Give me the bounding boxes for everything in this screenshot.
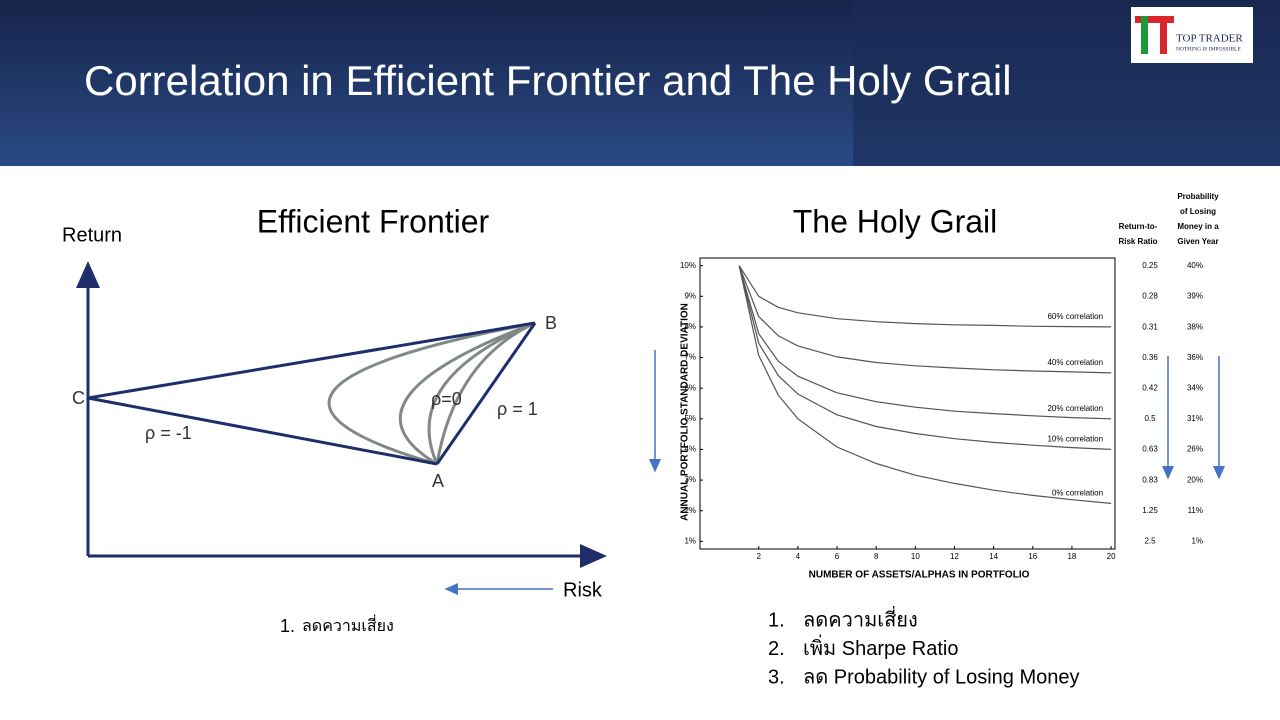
table-cell: 0.63 — [1142, 445, 1158, 454]
note-text: เพิ่ม Sharpe Ratio — [803, 634, 959, 660]
y-label: ANNUAL PORTFOLIO STANDARD DEVIATION — [680, 303, 691, 521]
plot-frame — [699, 257, 1116, 550]
table-cell: 20% — [1187, 475, 1203, 484]
frontier-curve — [327, 321, 536, 466]
y-tick-label: 9% — [684, 291, 696, 300]
series-line — [738, 265, 1112, 328]
panel-title: Efficient Frontier — [257, 203, 490, 239]
y-tick-label: 10% — [680, 261, 696, 270]
y-tick-label: 4% — [684, 445, 696, 454]
frontier-line — [435, 322, 537, 465]
table-cell: 1% — [1191, 537, 1203, 546]
x-tick-label: 2 — [756, 552, 761, 561]
series-label: 20% correlation — [1047, 404, 1103, 413]
table-cell: 0.5 — [1144, 414, 1156, 423]
note-text: ลดความเสี่ยง — [302, 614, 394, 635]
y-tick-label: 8% — [684, 322, 696, 331]
table-cell: 36% — [1187, 353, 1203, 362]
y-tick-label: 3% — [684, 475, 696, 484]
series-line — [738, 265, 1112, 420]
table-cell: 11% — [1188, 506, 1203, 515]
table-cell: 0.83 — [1142, 475, 1158, 484]
point-label: C — [72, 388, 85, 408]
y-tick-label: 2% — [684, 506, 696, 515]
x-tick-label: 14 — [989, 552, 998, 561]
table-cell: 0.28 — [1142, 292, 1158, 301]
note-num: 2. — [768, 638, 785, 660]
table-cell: 38% — [1187, 322, 1203, 331]
table-header: Given Year — [1177, 237, 1218, 246]
series-line — [738, 265, 1112, 374]
logo-name: TOP TRADER — [1176, 33, 1243, 45]
holy-grail: The Holy Grail ANNUAL PORTFOLIO STANDARD… — [649, 203, 1225, 581]
table-cell: 1.25 — [1142, 506, 1158, 515]
table-cell: 39% — [1187, 292, 1203, 301]
table-cell: 34% — [1187, 384, 1203, 393]
x-tick-label: 18 — [1067, 552, 1076, 561]
logo-mark — [1141, 16, 1148, 54]
x-tick-label: 10 — [911, 552, 920, 561]
series-line — [738, 265, 1112, 504]
rho-label: ρ = -1 — [145, 423, 192, 443]
efficient-frontier: Efficient Frontier Return C A B ρ = -1 ρ… — [62, 203, 607, 636]
frontier-curve — [427, 321, 536, 465]
x-label: NUMBER OF ASSETS/ALPHAS IN PORTFOLIO — [809, 570, 1030, 581]
table-header: Risk Ratio — [1118, 237, 1157, 246]
note-num: 1. — [280, 616, 295, 636]
table-header: Probability — [1177, 192, 1219, 201]
x-tick-label: 20 — [1107, 552, 1116, 561]
frontier-curve — [435, 321, 536, 465]
x-tick-label: 8 — [874, 552, 879, 561]
series-label: 60% correlation — [1047, 312, 1103, 321]
series-label: 40% correlation — [1047, 358, 1103, 367]
table-cell: 31% — [1187, 414, 1203, 423]
y-tick-label: 1% — [684, 536, 696, 545]
table-header: Money in a — [1177, 222, 1219, 231]
series-label: 10% correlation — [1047, 435, 1103, 444]
rho-label: ρ=0 — [431, 389, 462, 409]
y-tick-label: 7% — [684, 353, 696, 362]
y-label: Return — [62, 224, 122, 246]
table-cell: 2.5 — [1144, 537, 1156, 546]
note-text: ลดความเสี่ยง — [803, 605, 918, 631]
x-tick-label: 12 — [950, 552, 959, 561]
x-tick-label: 16 — [1028, 552, 1037, 561]
frontier-line — [87, 321, 536, 400]
x-tick-label: 4 — [796, 552, 801, 561]
logo-mark — [1160, 16, 1167, 54]
y-tick-label: 5% — [684, 414, 696, 423]
point-label: A — [432, 471, 444, 491]
series-label: 0% correlation — [1052, 488, 1103, 497]
rho-label: ρ = 1 — [497, 399, 538, 419]
y-tick-label: 6% — [684, 383, 696, 392]
frontier-line — [87, 396, 438, 466]
table-cell: 0.36 — [1142, 353, 1158, 362]
x-tick-label: 6 — [835, 552, 840, 561]
table-cell: 0.31 — [1142, 322, 1158, 331]
note-text: ลด Probability of Losing Money — [803, 666, 1080, 688]
series-line — [738, 265, 1112, 450]
table-header: Return-to- — [1119, 222, 1158, 231]
logo-tagline: NOTHING IS IMPOSSIBLE — [1176, 46, 1241, 52]
note-num: 3. — [768, 666, 785, 688]
x-label: Risk — [563, 579, 603, 601]
frontier-curve — [398, 321, 536, 466]
table-header: of Losing — [1180, 207, 1216, 216]
slide-title: Correlation in Efficient Frontier and Th… — [84, 57, 1012, 104]
table-cell: 40% — [1187, 261, 1203, 270]
logo: TOP TRADER NOTHING IS IMPOSSIBLE — [1131, 7, 1253, 63]
table-cell: 0.42 — [1142, 384, 1158, 393]
note-num: 1. — [768, 609, 785, 631]
panel-title: The Holy Grail — [793, 203, 998, 239]
table-cell: 0.25 — [1142, 261, 1158, 270]
table-cell: 26% — [1187, 445, 1203, 454]
point-label: B — [545, 313, 557, 333]
